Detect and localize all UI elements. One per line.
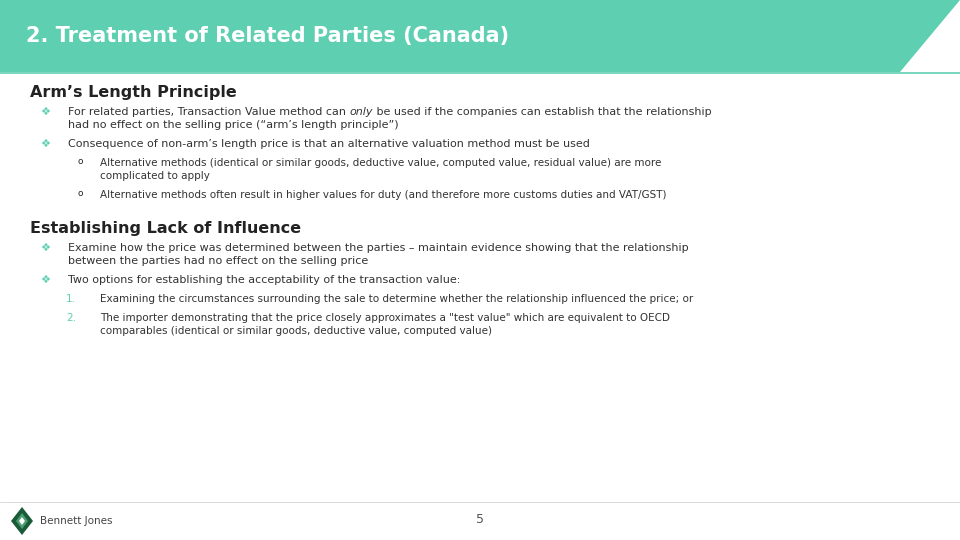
Text: The importer demonstrating that the price closely approximates a "test value" wh: The importer demonstrating that the pric… (100, 313, 670, 323)
Text: ❖: ❖ (40, 275, 50, 285)
Text: ❖: ❖ (40, 107, 50, 117)
Polygon shape (19, 517, 25, 525)
Text: comparables (identical or similar goods, deductive value, computed value): comparables (identical or similar goods,… (100, 326, 492, 336)
Text: Arm’s Length Principle: Arm’s Length Principle (30, 85, 237, 100)
Text: o: o (78, 157, 84, 166)
Text: between the parties had no effect on the selling price: between the parties had no effect on the… (68, 256, 369, 266)
Text: Examine how the price was determined between the parties – maintain evidence sho: Examine how the price was determined bet… (68, 243, 688, 253)
Polygon shape (11, 507, 33, 535)
Polygon shape (16, 513, 28, 529)
Text: Two options for establishing the acceptability of the transaction value:: Two options for establishing the accepta… (68, 275, 461, 285)
Text: 1.: 1. (66, 294, 76, 304)
Text: Examining the circumstances surrounding the sale to determine whether the relati: Examining the circumstances surrounding … (100, 294, 693, 304)
Text: Consequence of non-arm’s length price is that an alternative valuation method mu: Consequence of non-arm’s length price is… (68, 139, 589, 149)
Polygon shape (0, 0, 960, 72)
Text: complicated to apply: complicated to apply (100, 171, 210, 181)
Text: Alternative methods (identical or similar goods, deductive value, computed value: Alternative methods (identical or simila… (100, 158, 661, 168)
Text: be used if the companies can establish that the relationship: be used if the companies can establish t… (373, 107, 711, 117)
Text: Alternative methods often result in higher values for duty (and therefore more c: Alternative methods often result in high… (100, 190, 666, 200)
Text: o: o (78, 189, 84, 198)
Text: only: only (349, 107, 373, 117)
Text: had no effect on the selling price (“arm’s length principle”): had no effect on the selling price (“arm… (68, 120, 398, 130)
Text: ❖: ❖ (40, 139, 50, 149)
Text: Establishing Lack of Influence: Establishing Lack of Influence (30, 221, 301, 236)
Text: Bennett Jones: Bennett Jones (40, 516, 112, 526)
Text: For related parties, Transaction Value method can: For related parties, Transaction Value m… (68, 107, 349, 117)
Text: 2. Treatment of Related Parties (Canada): 2. Treatment of Related Parties (Canada) (26, 26, 509, 46)
Text: 2.: 2. (66, 313, 76, 323)
Text: 5: 5 (476, 513, 484, 526)
Polygon shape (900, 0, 960, 72)
Text: ❖: ❖ (40, 243, 50, 253)
